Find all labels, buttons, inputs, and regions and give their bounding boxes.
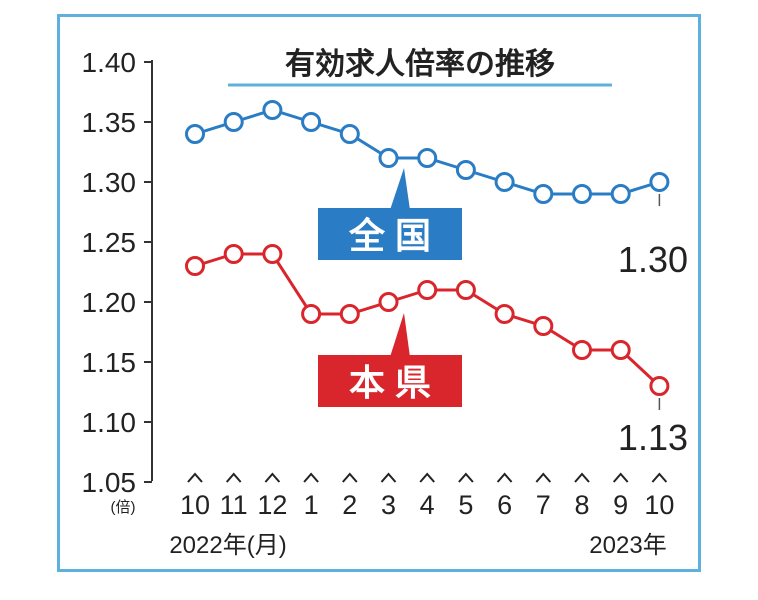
series-label-pointer <box>390 168 410 210</box>
data-point <box>572 340 592 360</box>
x-tick-label: 6 <box>497 490 512 520</box>
y-tick-label: 1.25 <box>82 227 137 258</box>
year-start-label: 2022年(月) <box>169 532 286 559</box>
data-point <box>262 244 283 264</box>
data-point <box>301 304 322 324</box>
data-point <box>417 280 438 300</box>
x-tick-mark <box>458 472 474 483</box>
data-point <box>417 148 438 168</box>
data-point <box>378 292 399 312</box>
data-point <box>494 172 515 192</box>
x-tick-label: 10 <box>644 490 674 520</box>
data-point <box>339 124 360 144</box>
data-point <box>533 184 554 204</box>
x-tick-mark <box>187 472 203 483</box>
x-tick-label: 11 <box>220 490 248 520</box>
y-tick-label: 1.10 <box>82 407 137 438</box>
chart-title: 有効求人倍率の推移 <box>285 47 555 81</box>
data-point <box>223 112 244 132</box>
x-tick-mark <box>651 472 668 483</box>
x-tick-label: 8 <box>574 490 589 520</box>
x-tick-label: 3 <box>381 490 396 520</box>
x-tick-mark <box>535 472 552 483</box>
data-point <box>262 100 283 120</box>
y-tick-label: 1.35 <box>82 107 137 138</box>
year-end-label: 2023年 <box>589 532 666 559</box>
y-unit-label: (倍) <box>111 499 136 516</box>
data-point <box>301 112 322 132</box>
series-label-box <box>318 355 462 407</box>
data-point <box>494 304 515 324</box>
x-tick-mark <box>612 472 629 483</box>
data-point <box>610 340 631 360</box>
x-tick-label: 4 <box>420 490 435 520</box>
data-point <box>455 160 476 180</box>
x-tick-label: 7 <box>536 490 551 520</box>
end-value-label: 1.30 <box>618 239 688 280</box>
x-tick-mark <box>419 472 435 483</box>
y-tick-label: 1.15 <box>82 347 137 378</box>
x-tick-mark <box>574 472 590 483</box>
x-tick-mark <box>225 472 242 483</box>
x-tick-label: 5 <box>458 490 473 520</box>
x-tick-mark <box>264 472 281 483</box>
x-tick-mark <box>303 472 319 483</box>
x-tick-label: 2 <box>342 490 357 520</box>
y-tick-label: 1.20 <box>82 287 137 318</box>
x-tick-mark <box>342 472 358 483</box>
data-point <box>649 376 670 396</box>
x-tick-label: 9 <box>613 490 628 520</box>
y-tick-label: 1.05 <box>82 467 137 498</box>
data-point <box>223 244 244 264</box>
x-tick-label: 1 <box>304 490 319 520</box>
data-point <box>572 184 592 204</box>
x-tick-label: 12 <box>257 490 287 520</box>
data-point <box>455 280 476 300</box>
series-label-box <box>318 208 462 260</box>
data-point <box>378 148 399 168</box>
series-name-label: 本 県 <box>349 362 431 403</box>
end-value-label: 1.13 <box>618 417 688 458</box>
chart-frame <box>57 14 701 572</box>
y-tick-label: 1.40 <box>82 47 137 78</box>
y-tick-label: 1.30 <box>82 167 137 198</box>
x-tick-mark <box>380 472 397 483</box>
x-tick-label: 10 <box>180 490 210 520</box>
series-label-pointer <box>390 313 410 357</box>
data-point <box>339 304 360 324</box>
data-point <box>649 172 670 192</box>
data-point <box>185 256 205 276</box>
data-point <box>610 184 631 204</box>
data-point <box>533 316 554 336</box>
x-tick-mark <box>496 472 513 483</box>
series-name-label: 全 国 <box>348 215 431 256</box>
data-point <box>185 124 205 144</box>
